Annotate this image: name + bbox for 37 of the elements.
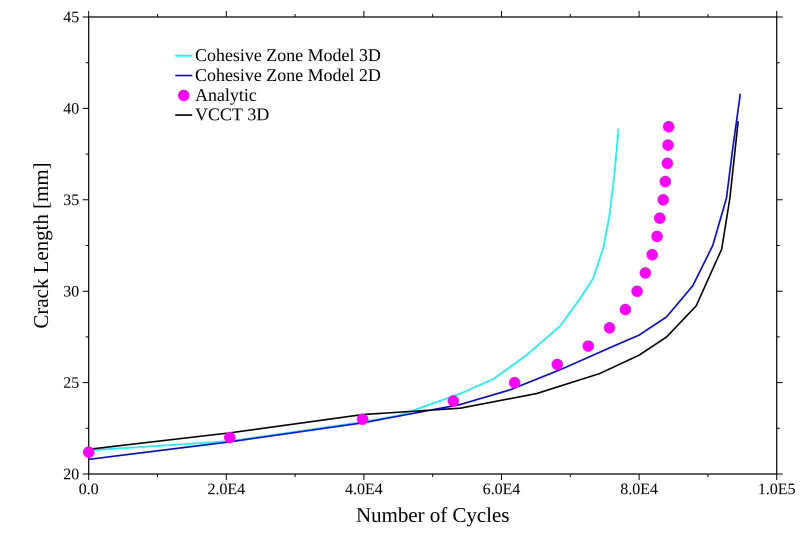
x-tick-label: 0.0 — [79, 484, 98, 494]
legend-label: Analytic — [195, 88, 256, 105]
point — [83, 446, 94, 458]
y-tick-label: 45 — [64, 12, 79, 22]
y-tick-label: 20 — [64, 468, 79, 480]
point — [582, 340, 594, 352]
legend-label: Cohesive Zone Model 2D — [196, 68, 380, 82]
point — [651, 230, 663, 242]
x-tick-label: 8.0E4 — [620, 484, 658, 494]
point — [604, 322, 616, 334]
point — [448, 395, 460, 407]
point — [657, 194, 669, 206]
point — [552, 358, 563, 370]
point — [640, 267, 651, 279]
x-tick-label: 2.0E4 — [208, 484, 245, 494]
x-axis-title: Number of Cycles — [356, 507, 509, 526]
point — [654, 212, 666, 224]
point — [508, 376, 520, 388]
point — [356, 413, 368, 425]
point — [662, 139, 674, 151]
x-tick-label: 6.0E4 — [483, 484, 520, 494]
legend-label: Cohesive Zone Model 3D — [196, 48, 380, 62]
x-tick-label: 4.0E4 — [345, 484, 382, 494]
point — [660, 176, 671, 188]
x-tick-label: 1.0E5 — [759, 484, 795, 494]
point — [224, 432, 236, 444]
point — [620, 304, 632, 316]
legend-label: VCCT 3D — [195, 108, 269, 121]
y-axis-title: Crack Length [mm] — [33, 164, 52, 328]
y-tick-label: 30 — [64, 286, 79, 297]
point — [646, 248, 658, 260]
y-tick-label: 40 — [64, 103, 79, 114]
y-tick-label: 35 — [64, 194, 79, 206]
point — [662, 120, 674, 132]
y-tick-label: 25 — [64, 377, 79, 388]
point — [631, 286, 643, 297]
point — [662, 158, 674, 169]
